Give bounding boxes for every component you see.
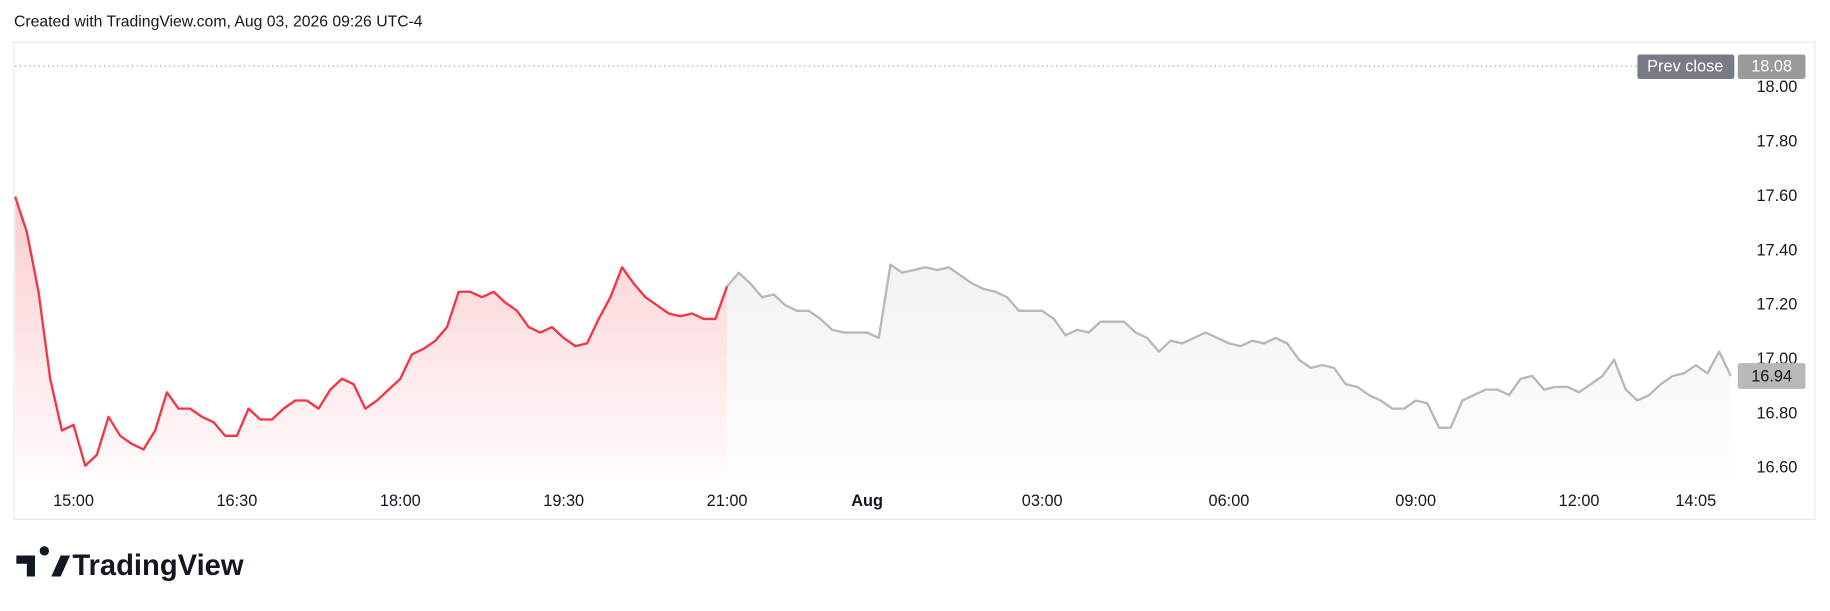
last-price-label: 16.94 bbox=[1751, 368, 1792, 386]
logo: TradingView bbox=[16, 546, 244, 582]
y-tick-label: 17.80 bbox=[1756, 133, 1797, 151]
y-tick-label: 16.80 bbox=[1756, 404, 1797, 422]
prev-close-value-tag bbox=[1737, 54, 1806, 79]
x-tick-label: 03:00 bbox=[1022, 492, 1063, 510]
y-tick-label: 18.00 bbox=[1756, 78, 1797, 96]
logo-icon bbox=[16, 546, 71, 577]
area-fill bbox=[15, 196, 728, 479]
last-price-tag bbox=[1737, 363, 1806, 389]
y-tick-label: 17.20 bbox=[1756, 296, 1797, 314]
price-line bbox=[726, 263, 1732, 429]
x-tick-label: 14:05 bbox=[1675, 492, 1716, 510]
x-tick-label: Aug bbox=[851, 492, 883, 510]
logo-text: TradingView bbox=[72, 550, 244, 582]
x-tick-label: 06:00 bbox=[1209, 492, 1250, 510]
x-tick-label: 16:30 bbox=[216, 492, 257, 510]
y-tick-label: 17.40 bbox=[1756, 241, 1797, 259]
x-tick-label: 19:30 bbox=[543, 492, 584, 510]
x-tick-label: 21:00 bbox=[707, 492, 748, 510]
y-tick-label: 16.60 bbox=[1756, 459, 1797, 477]
area-fill bbox=[727, 264, 1731, 479]
price-line bbox=[14, 196, 729, 467]
x-tick-label: 12:00 bbox=[1559, 492, 1600, 510]
prev-close-value: 18.08 bbox=[1751, 58, 1792, 76]
x-tick-label: 18:00 bbox=[380, 492, 421, 510]
prev-close-label: Prev close bbox=[1647, 58, 1723, 76]
plot-frame bbox=[13, 41, 1816, 520]
x-tick-label: 15:00 bbox=[53, 492, 94, 510]
x-tick-label: 09:00 bbox=[1395, 492, 1436, 510]
y-tick-label: 17.60 bbox=[1756, 187, 1797, 205]
prev-close-tag bbox=[1637, 54, 1735, 79]
header-text: Created with TradingView.com, Aug 03, 20… bbox=[14, 13, 423, 30]
